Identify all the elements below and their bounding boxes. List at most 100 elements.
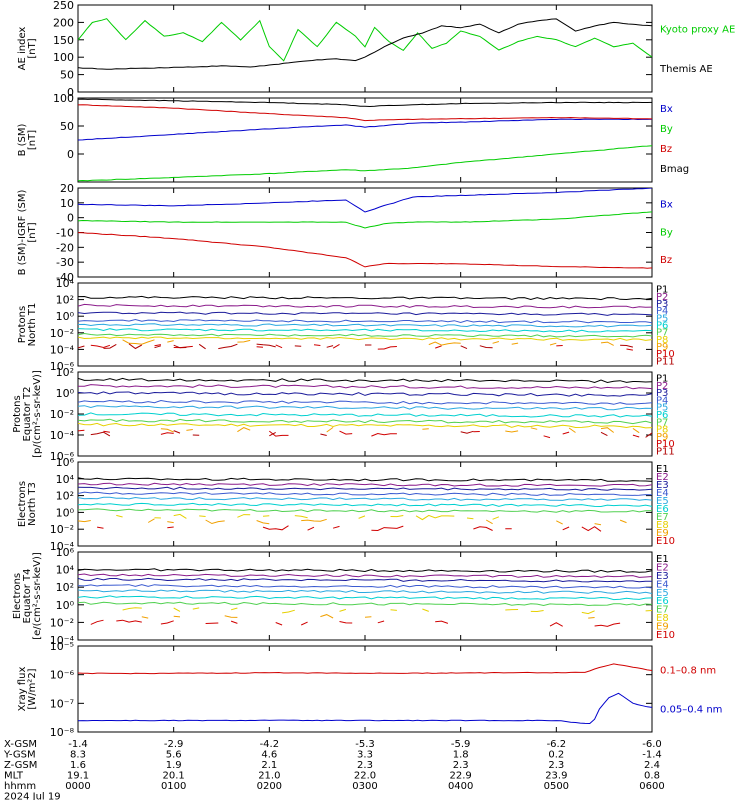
y-tick-label: 10⁻⁶ (50, 360, 75, 373)
plot-area (78, 18, 652, 70)
series-line-by (78, 211, 652, 229)
ephemeris-row-label: Y-GSM (3, 750, 36, 761)
channel-line-p3 (78, 391, 652, 397)
ephemeris-value: -1.4 (68, 739, 88, 750)
channel-line-e4 (78, 584, 652, 589)
channel-line-e5 (78, 496, 652, 501)
y-axis-label: Electrons (17, 481, 28, 527)
legend-entry: P1 (656, 374, 668, 385)
panel-frame (77, 282, 653, 367)
plot-area (78, 568, 652, 627)
legend-entry: Bx (660, 199, 673, 210)
legend-entry: P2 (656, 381, 668, 392)
y-tick-label: -20 (56, 241, 74, 254)
ephemeris-value: 1.6 (70, 760, 86, 771)
y-tick-label: 10⁻⁶ (50, 450, 75, 463)
y-tick-label: 0 (67, 212, 74, 225)
channel-line-p1 (78, 295, 652, 301)
y-tick-label: 10⁰ (56, 599, 75, 612)
ephemeris-value: 0000 (65, 781, 90, 792)
y-tick-label: 150 (53, 34, 74, 47)
channel-line-p6 (78, 328, 652, 333)
plot-area (78, 663, 652, 725)
legend-entry: E5 (656, 496, 669, 507)
legend-entry: E3 (656, 571, 669, 582)
panel-frame (77, 187, 653, 278)
channel-line-p2 (78, 303, 652, 309)
ephemeris-value: 2.3 (548, 760, 564, 771)
plot-area (78, 188, 652, 269)
y-tick-label: 10⁻⁶ (50, 669, 75, 682)
ephemeris-value: -1.4 (642, 750, 662, 761)
legend-entry: Themis AE (659, 64, 713, 75)
series-line-bx (78, 118, 652, 141)
channel-line-e6 (78, 502, 652, 508)
panel-frame (77, 645, 653, 733)
legend-entry: P5 (656, 313, 668, 324)
y-tick-label: 250 (53, 0, 74, 12)
y-axis-label: B (SM) (17, 123, 28, 156)
legend-entry: P10 (656, 439, 675, 450)
channel-line-p6 (78, 412, 652, 418)
ephemeris-value: -6.2 (547, 739, 567, 750)
channel-line-e2 (78, 573, 652, 578)
ephemeris-value: -5.3 (355, 739, 375, 750)
channel-line-p11 (90, 430, 652, 438)
y-tick-label: 10⁻⁴ (50, 343, 75, 356)
y-tick-label: 10² (56, 581, 74, 594)
legend-entry: E1 (656, 554, 669, 565)
ephemeris-row-label: hhmm (4, 781, 36, 792)
y-tick-label: 0 (67, 148, 74, 161)
y-tick-label: 10⁻⁸ (50, 726, 75, 739)
panel-frame (77, 461, 653, 547)
channel-line-p8 (78, 336, 652, 341)
ephemeris-row-label: MLT (4, 771, 24, 782)
ephemeris-value: 1.9 (166, 760, 182, 771)
ephemeris-value: -2.9 (164, 739, 184, 750)
y-tick-label: 10⁶ (56, 456, 75, 469)
panel-xray: 10⁻⁸ 10⁻⁷ 10⁻⁶ 10⁻⁵ Xray flux [W/m²2] 0.1–0.8 … (17, 640, 722, 739)
y-axis-label: [p/(cm²-s-sr-keV)] (32, 370, 43, 458)
channel-line-p11 (78, 344, 646, 349)
y-tick-label: 10⁻⁵ (50, 640, 74, 653)
legend-entry: P9 (656, 342, 668, 353)
y-axis-label: North T1 (27, 303, 38, 347)
legend-entry: E4 (656, 488, 669, 499)
panel-frame (77, 97, 653, 183)
ephemeris-value: 2.1 (261, 760, 277, 771)
legend-entry: P9 (656, 432, 668, 443)
panel-b_igrf: -40 -30 -20-10 0 10 20 B (SM)-IGRF (SM) [nT] Bx B… (17, 182, 673, 284)
legend-entry: P2 (656, 292, 668, 303)
ephemeris-row-label: X-GSM (4, 739, 37, 750)
legend-entry: E6 (656, 596, 669, 607)
legend-entry: E10 (656, 630, 675, 641)
y-axis-label: B (SM)-IGRF (SM) (17, 190, 28, 276)
ephemeris-value: 20.1 (163, 771, 185, 782)
y-tick-label: 10⁴ (56, 473, 75, 486)
plot-area (78, 377, 652, 438)
legend-entry: By (660, 227, 673, 238)
channel-line-p4 (78, 318, 652, 324)
y-tick-label: 0 (67, 86, 74, 99)
legend-entry: P3 (656, 299, 668, 310)
legend-entry: E2 (656, 472, 669, 483)
legend-entry: P7 (656, 328, 668, 339)
channel-line-p9 (160, 426, 640, 434)
y-axis-label: Equator T4 (22, 569, 33, 624)
legend-entry: P6 (656, 321, 668, 332)
legend-entry: Bz (660, 144, 672, 155)
y-axis-label: Protons (17, 306, 28, 343)
legend-entry: E7 (656, 605, 669, 616)
ephemeris-row-label: Z-GSM (4, 760, 37, 771)
y-tick-label: -40 (56, 271, 74, 284)
y-tick-label: -30 (56, 256, 74, 269)
legend-entry: Kyoto proxy AE (660, 25, 735, 36)
ephemeris-value: -6.0 (642, 739, 662, 750)
panel-protons_t2: 10⁻⁶ 10⁻⁴ 10⁻² 10⁰ 10² Protons Equator T2 [p/(c… (12, 366, 675, 463)
y-axis-label: [nT] (27, 130, 38, 150)
y-tick-label: 10² (56, 294, 74, 307)
channel-line-e3 (78, 486, 652, 491)
ephemeris-value: 8.3 (70, 750, 86, 761)
channel-line-p2 (78, 384, 652, 390)
ephemeris-value: 23.9 (545, 771, 567, 782)
